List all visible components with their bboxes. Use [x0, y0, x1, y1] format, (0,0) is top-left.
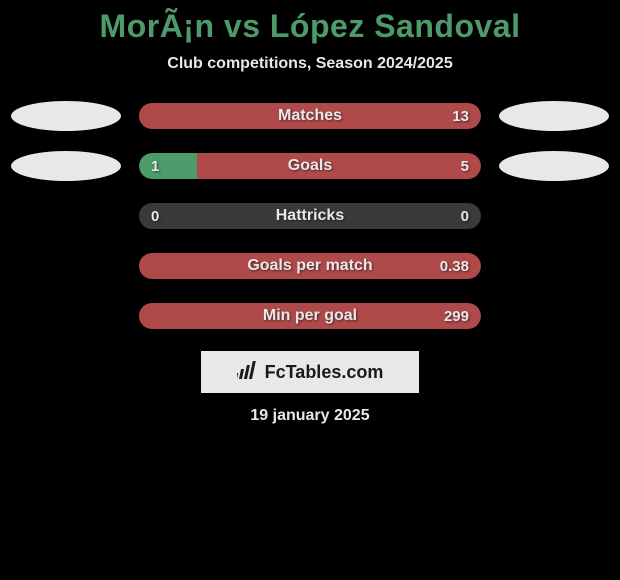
stat-bar: Hattricks0 0	[139, 203, 481, 229]
stat-value-right: 5	[461, 153, 469, 179]
subtitle: Club competitions, Season 2024/2025	[0, 55, 620, 73]
stat-value-left: 1	[151, 153, 159, 179]
player-oval-right	[499, 151, 609, 181]
stat-row: Goals1 5	[0, 151, 620, 181]
stat-bar: Matches13	[139, 103, 481, 129]
stat-label: Hattricks	[139, 203, 481, 229]
stat-value-right: 13	[452, 103, 469, 129]
bar-chart-icon	[237, 360, 259, 385]
footer-logo-wrap: FcTables.com	[0, 351, 620, 393]
stat-label: Goals per match	[139, 253, 481, 279]
stat-value-left: 0	[151, 203, 159, 229]
stat-label: Min per goal	[139, 303, 481, 329]
stat-bar: Goals1 5	[139, 153, 481, 179]
player-oval-right	[499, 101, 609, 131]
stat-bar: Min per goal299	[139, 303, 481, 329]
stat-value-right: 0	[461, 203, 469, 229]
footer-date: 19 january 2025	[0, 407, 620, 425]
stat-rows: Matches13 Goals1 5 Hattricks0 0 Goals per mat…	[0, 101, 620, 331]
stat-label: Goals	[139, 153, 481, 179]
comparison-infographic: MorÃ¡n vs López Sandoval Club competitio…	[0, 0, 620, 425]
stat-row: Matches13	[0, 101, 620, 131]
stat-row: Hattricks0 0	[0, 201, 620, 231]
stat-value-right: 299	[444, 303, 469, 329]
stat-row: Goals per match0.38	[0, 251, 620, 281]
player-oval-left	[11, 151, 121, 181]
stat-row: Min per goal299	[0, 301, 620, 331]
player-oval-left	[11, 101, 121, 131]
logo-box: FcTables.com	[201, 351, 419, 393]
stat-value-right: 0.38	[440, 253, 469, 279]
logo-text: FcTables.com	[265, 362, 384, 383]
page-title: MorÃ¡n vs López Sandoval	[0, 8, 620, 45]
stat-bar: Goals per match0.38	[139, 253, 481, 279]
stat-label: Matches	[139, 103, 481, 129]
